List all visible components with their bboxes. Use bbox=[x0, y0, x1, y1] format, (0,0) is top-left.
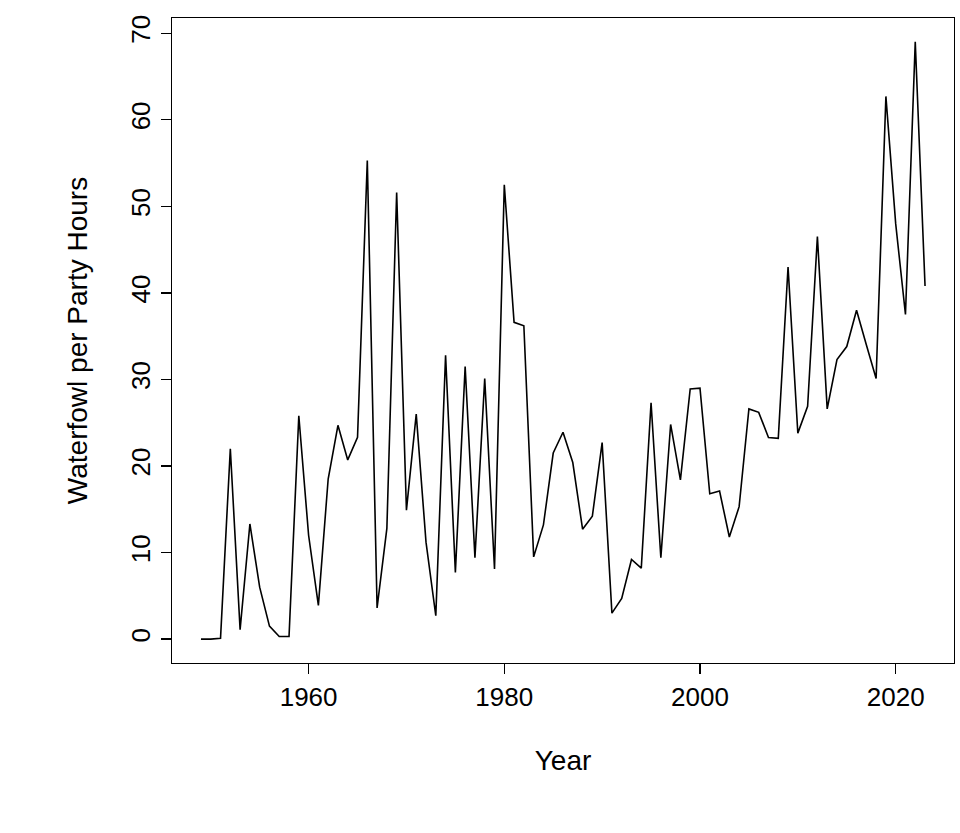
svg-text:10: 10 bbox=[126, 534, 156, 563]
svg-text:2020: 2020 bbox=[867, 682, 925, 712]
svg-text:50: 50 bbox=[126, 188, 156, 217]
svg-text:2000: 2000 bbox=[671, 682, 729, 712]
svg-text:70: 70 bbox=[126, 15, 156, 44]
svg-text:1960: 1960 bbox=[280, 682, 338, 712]
svg-text:0: 0 bbox=[126, 628, 156, 642]
svg-text:Year: Year bbox=[535, 745, 592, 776]
svg-text:1980: 1980 bbox=[475, 682, 533, 712]
svg-text:30: 30 bbox=[126, 361, 156, 390]
svg-text:20: 20 bbox=[126, 448, 156, 477]
svg-text:40: 40 bbox=[126, 275, 156, 304]
svg-text:60: 60 bbox=[126, 101, 156, 130]
svg-text:Waterfowl per Party Hours: Waterfowl per Party Hours bbox=[62, 177, 93, 504]
